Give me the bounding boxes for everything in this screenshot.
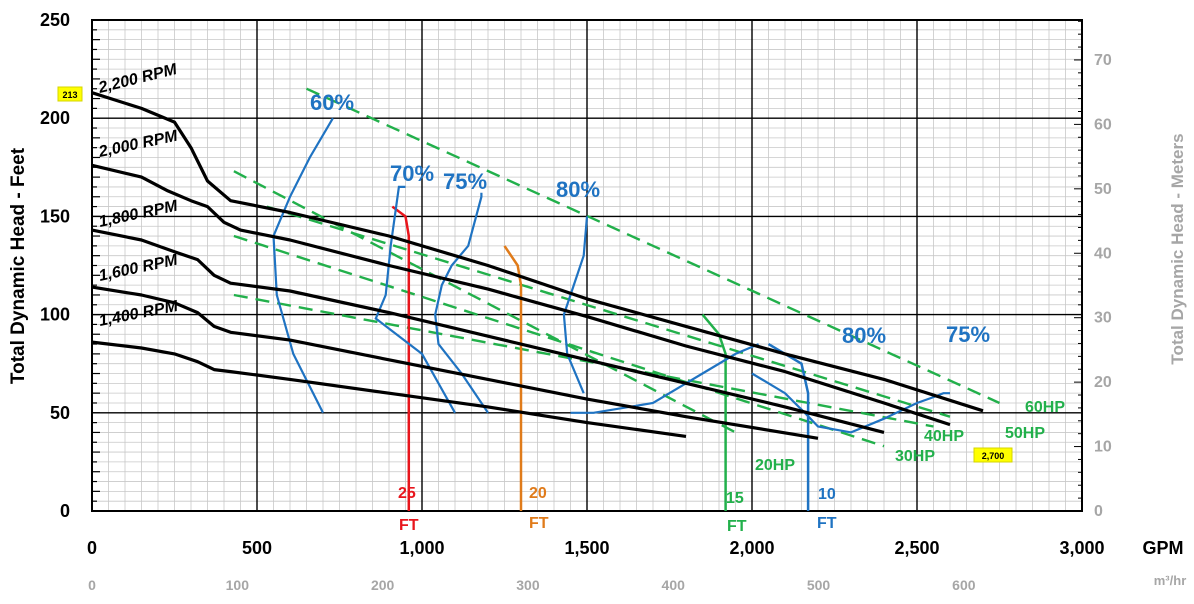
efficiency-label: 75% [946, 322, 990, 347]
x2-tick-label: 200 [371, 577, 395, 593]
y2-tick-label: 10 [1094, 439, 1112, 456]
y-tick-label: 100 [40, 305, 70, 325]
npsh-label: 10 [818, 486, 836, 503]
rpm-label: 1,600 RPM [97, 252, 179, 285]
rpm-curve [91, 228, 885, 434]
npsh-curve [503, 245, 523, 511]
y2-axis-title: Total Dynamic Head - Meters [1168, 133, 1187, 364]
x2-tick-label: 100 [226, 577, 250, 593]
npsh-label: 15 [726, 490, 744, 507]
npsh-unit-label: FT [817, 515, 837, 532]
y-tick-label: 250 [40, 10, 70, 30]
y2-tick-label: 40 [1094, 245, 1112, 262]
label-layer: 0 500 1,000 1,500 2,000 2,500 3,00005010015020… [40, 10, 1112, 593]
hp-line [233, 234, 885, 448]
efficiency-curve [562, 216, 589, 394]
max-flow-label: 2,700 [982, 451, 1005, 461]
y2-tick-label: 20 [1094, 374, 1112, 391]
rpm-curve [91, 340, 687, 438]
x-tick-label: 0 [87, 538, 97, 558]
max-flow-badge: 2,700 [973, 447, 1013, 463]
x-tick-label: 1,000 [399, 538, 444, 558]
rpm-label: 1,400 RPM [98, 298, 180, 330]
y2-tick-label: 70 [1094, 52, 1112, 69]
shutoff-head-badge: 213 [57, 86, 83, 102]
y-tick-label: 50 [50, 403, 70, 423]
y2-tick-label: 30 [1094, 310, 1112, 327]
y2-tick-label: 50 [1094, 181, 1112, 198]
npsh-curve [701, 313, 727, 511]
shutoff-head-label: 213 [62, 90, 77, 100]
x-axis-unit-gpm: GPM [1142, 538, 1183, 558]
x-tick-label: 2,000 [729, 538, 774, 558]
y2-tick-label: 60 [1094, 116, 1112, 133]
x-tick-label: 3,000 [1059, 538, 1104, 558]
efficiency-label: 70% [390, 161, 434, 186]
efficiency-curve [374, 185, 456, 414]
y-tick-label: 200 [40, 108, 70, 128]
rpm-curve [91, 91, 984, 413]
x2-tick-label: 400 [662, 577, 686, 593]
npsh-unit-label: FT [727, 518, 747, 535]
npsh-unit-label: FT [529, 515, 549, 532]
y-tick-label: 150 [40, 206, 70, 226]
npsh-curve [391, 205, 411, 511]
hp-line [306, 87, 1000, 405]
hp-label: 30HP [895, 448, 935, 465]
hp-label: 20HP [755, 457, 795, 474]
x-tick-label: 500 [242, 538, 272, 558]
hp-line [233, 170, 737, 434]
hp-label: 60HP [1025, 399, 1065, 416]
efficiency-label: 80% [556, 177, 600, 202]
y-axis-title: Total Dynamic Head - Feet [8, 147, 29, 384]
x2-tick-label: 300 [516, 577, 540, 593]
series-layer [91, 87, 1000, 511]
x2-axis-unit: m³/hr [1154, 573, 1187, 588]
x2-tick-label: 600 [952, 577, 976, 593]
rpm-curve [91, 285, 819, 440]
x2-tick-label: 500 [807, 577, 831, 593]
x-tick-label: 2,500 [894, 538, 939, 558]
npsh-unit-label: FT [399, 517, 419, 534]
efficiency-curve [434, 192, 489, 414]
y2-tick-label: 0 [1094, 503, 1103, 520]
hp-label: 40HP [924, 428, 964, 445]
y-tick-label: 0 [60, 501, 70, 521]
efficiency-label: 80% [842, 323, 886, 348]
npsh-label: 25 [398, 485, 416, 502]
efficiency-curve [570, 343, 760, 414]
efficiency-label: 75% [443, 169, 487, 194]
x-tick-label: 1,500 [564, 538, 609, 558]
hp-line [266, 205, 951, 418]
hp-line [233, 293, 934, 428]
npsh-label: 20 [529, 485, 547, 502]
efficiency-label: 60% [310, 90, 354, 115]
x2-tick-label: 0 [88, 577, 96, 593]
rpm-curve [91, 163, 951, 427]
hp-label: 50HP [1005, 425, 1045, 442]
